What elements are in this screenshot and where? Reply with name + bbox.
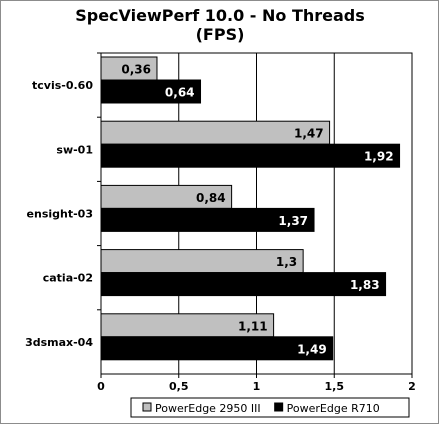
legend-label: PowerEdge 2950 III [155, 402, 261, 415]
category-label: 3dsmax-04 [25, 336, 93, 349]
bar [100, 336, 334, 361]
bar [100, 143, 401, 168]
bar [100, 249, 304, 274]
x-tick-label: 0,5 [169, 380, 189, 393]
legend-swatch [142, 402, 152, 412]
bar [100, 272, 387, 297]
category-label: catia-02 [43, 272, 93, 285]
category-label: sw-01 [56, 143, 93, 156]
data-label: 1,83 [350, 278, 380, 292]
data-label: 1,3 [276, 255, 297, 269]
data-label: 1,49 [297, 342, 327, 356]
data-label: 0,36 [121, 63, 151, 77]
x-tick-label: 1,5 [325, 380, 345, 393]
x-tick-label: 0 [97, 380, 105, 393]
chart-title-line-2: (FPS) [196, 25, 245, 44]
data-label: 1,47 [294, 127, 324, 141]
data-label: 1,37 [278, 214, 308, 228]
data-label: 1,92 [364, 150, 394, 164]
chart-title-line-1: SpecViewPerf 10.0 - No Threads [75, 6, 365, 25]
legend: PowerEdge 2950 III PowerEdge R710 [130, 397, 410, 418]
category-label: ensight-03 [27, 208, 93, 221]
bar [100, 79, 202, 104]
plot-area: 0 0,5 1 1,5 2 tcvis-0.60 0,36 0,64 sw-01 1,47 1,92… [25, 52, 416, 393]
data-label: 1,11 [238, 319, 268, 333]
legend-label: PowerEdge R710 [287, 402, 380, 415]
data-label: 0,64 [165, 86, 195, 100]
bar [100, 207, 315, 232]
x-tick-label: 1 [253, 380, 261, 393]
legend-box [130, 397, 410, 418]
category-label: tcvis-0.60 [32, 79, 93, 92]
legend-swatch [274, 402, 284, 412]
x-tick-label: 2 [408, 380, 416, 393]
data-label: 0,84 [196, 191, 226, 205]
